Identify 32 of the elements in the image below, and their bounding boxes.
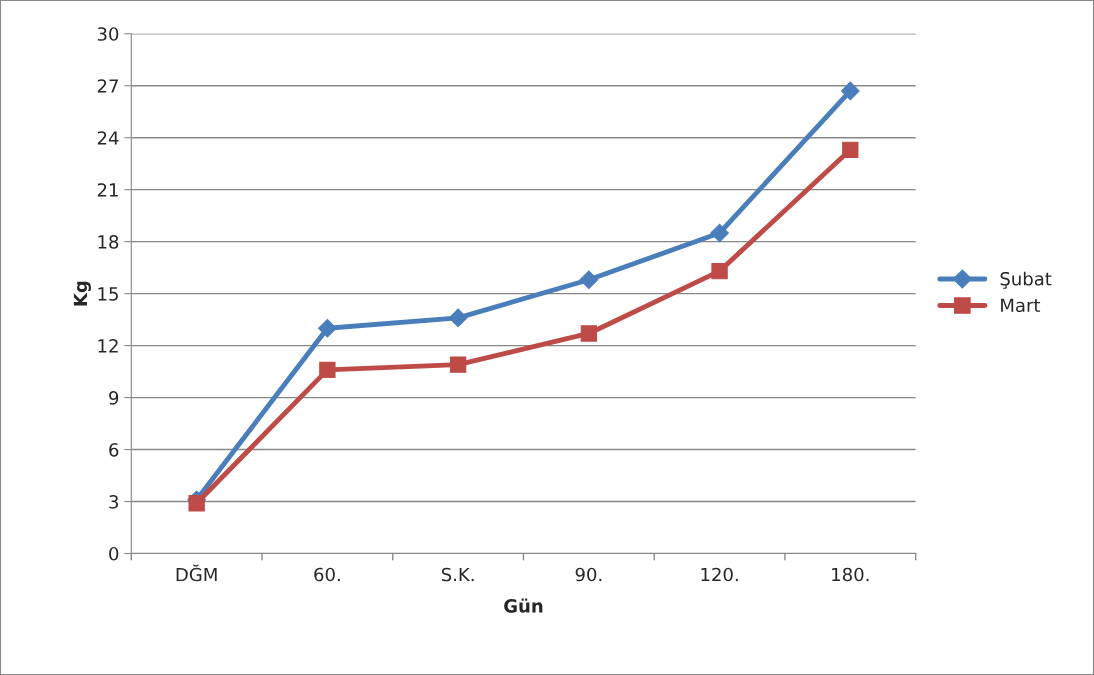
point xyxy=(318,318,337,338)
point xyxy=(188,495,205,512)
point xyxy=(711,262,728,280)
point xyxy=(319,361,336,379)
y-tick-label: 15 xyxy=(98,287,118,301)
x-tick-label: 120. xyxy=(701,567,738,582)
point xyxy=(840,81,860,101)
y-tick-label: 0 xyxy=(109,546,119,561)
y-axis-title: Kg xyxy=(73,281,91,306)
y-tick-label: 3 xyxy=(109,494,119,509)
point xyxy=(580,325,597,342)
x-tick-label: S.K. xyxy=(441,567,474,582)
x-tick-label: DĞM xyxy=(176,564,217,582)
x-axis-title: Gün xyxy=(504,598,543,613)
x-tick-label: 180. xyxy=(832,567,869,582)
y-tick-label: 18 xyxy=(98,235,119,249)
point xyxy=(842,141,859,158)
y-tick-label: 6 xyxy=(109,443,119,457)
point xyxy=(579,270,599,290)
y-tick-label: 30 xyxy=(97,27,119,41)
y-tick-label: 27 xyxy=(97,79,118,93)
y-tick-label: 9 xyxy=(109,391,119,405)
point xyxy=(448,308,468,328)
y-tick-label: 24 xyxy=(97,131,119,145)
x-tick-label: 90. xyxy=(575,567,602,582)
point xyxy=(710,223,729,243)
legend-label: Şubat xyxy=(1000,271,1052,289)
point xyxy=(449,356,467,373)
legend-label: Mart xyxy=(1001,298,1041,313)
y-tick-label: 12 xyxy=(98,339,118,353)
x-tick-label: 60. xyxy=(314,567,340,582)
y-tick-label: 21 xyxy=(97,183,118,197)
